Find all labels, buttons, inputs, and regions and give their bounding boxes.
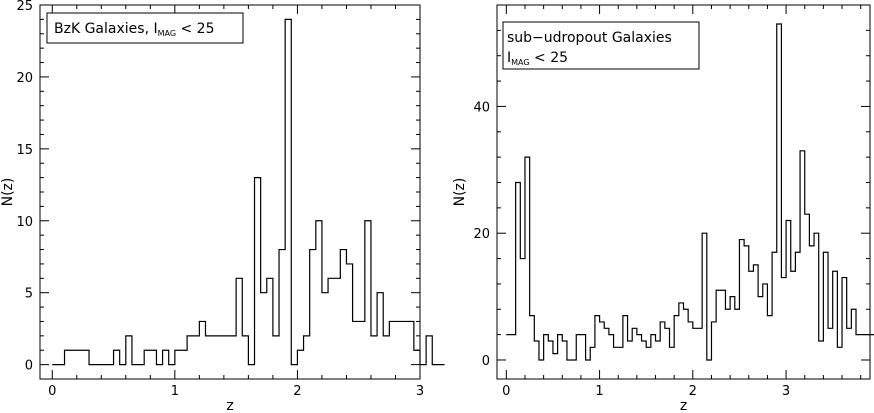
y-tick-label: 25 xyxy=(16,0,33,14)
y-tick-label: 20 xyxy=(16,71,33,86)
plot-frame xyxy=(39,4,421,380)
legend-tail: < 25 xyxy=(530,50,568,66)
y-tick-label: 15 xyxy=(16,143,33,158)
y-tick-label: 20 xyxy=(473,227,490,242)
legend-label: sub−udropout Galaxies xyxy=(507,30,672,46)
x-tick-label: 1 xyxy=(595,384,603,399)
y-axis-label: N(z) xyxy=(452,178,468,207)
plot-frame xyxy=(496,4,871,380)
y-tick-label: 5 xyxy=(25,287,33,302)
legend-text: I xyxy=(507,50,511,66)
x-tick-label: 2 xyxy=(293,384,301,399)
legend-subscript: MAG xyxy=(158,29,176,38)
histogram-series xyxy=(52,18,445,366)
y-tick-label: 0 xyxy=(25,359,33,374)
x-axis-label: z xyxy=(226,398,233,413)
x-tick-label: 3 xyxy=(416,384,424,399)
histogram-series xyxy=(506,23,874,361)
legend-box xyxy=(502,21,700,70)
y-tick-label: 0 xyxy=(482,354,490,369)
legend-box xyxy=(46,12,244,44)
legend-label: BzK Galaxies, IMAG < 25 xyxy=(54,21,214,38)
x-tick-label: 3 xyxy=(782,384,790,399)
y-axis-label: N(z) xyxy=(0,178,16,207)
y-tick-label: 10 xyxy=(16,215,33,230)
x-tick-label: 0 xyxy=(502,384,510,399)
y-tick-label: 40 xyxy=(473,100,490,115)
x-tick-label: 2 xyxy=(689,384,697,399)
x-axis-label: z xyxy=(680,398,687,413)
x-tick-label: 1 xyxy=(171,384,179,399)
legend-tail: < 25 xyxy=(176,21,214,37)
x-tick-label: 0 xyxy=(48,384,56,399)
legend-text: BzK Galaxies, I xyxy=(54,21,158,37)
legend-subscript: MAG xyxy=(511,58,529,67)
legend-label-line2: IMAG < 25 xyxy=(507,50,568,67)
